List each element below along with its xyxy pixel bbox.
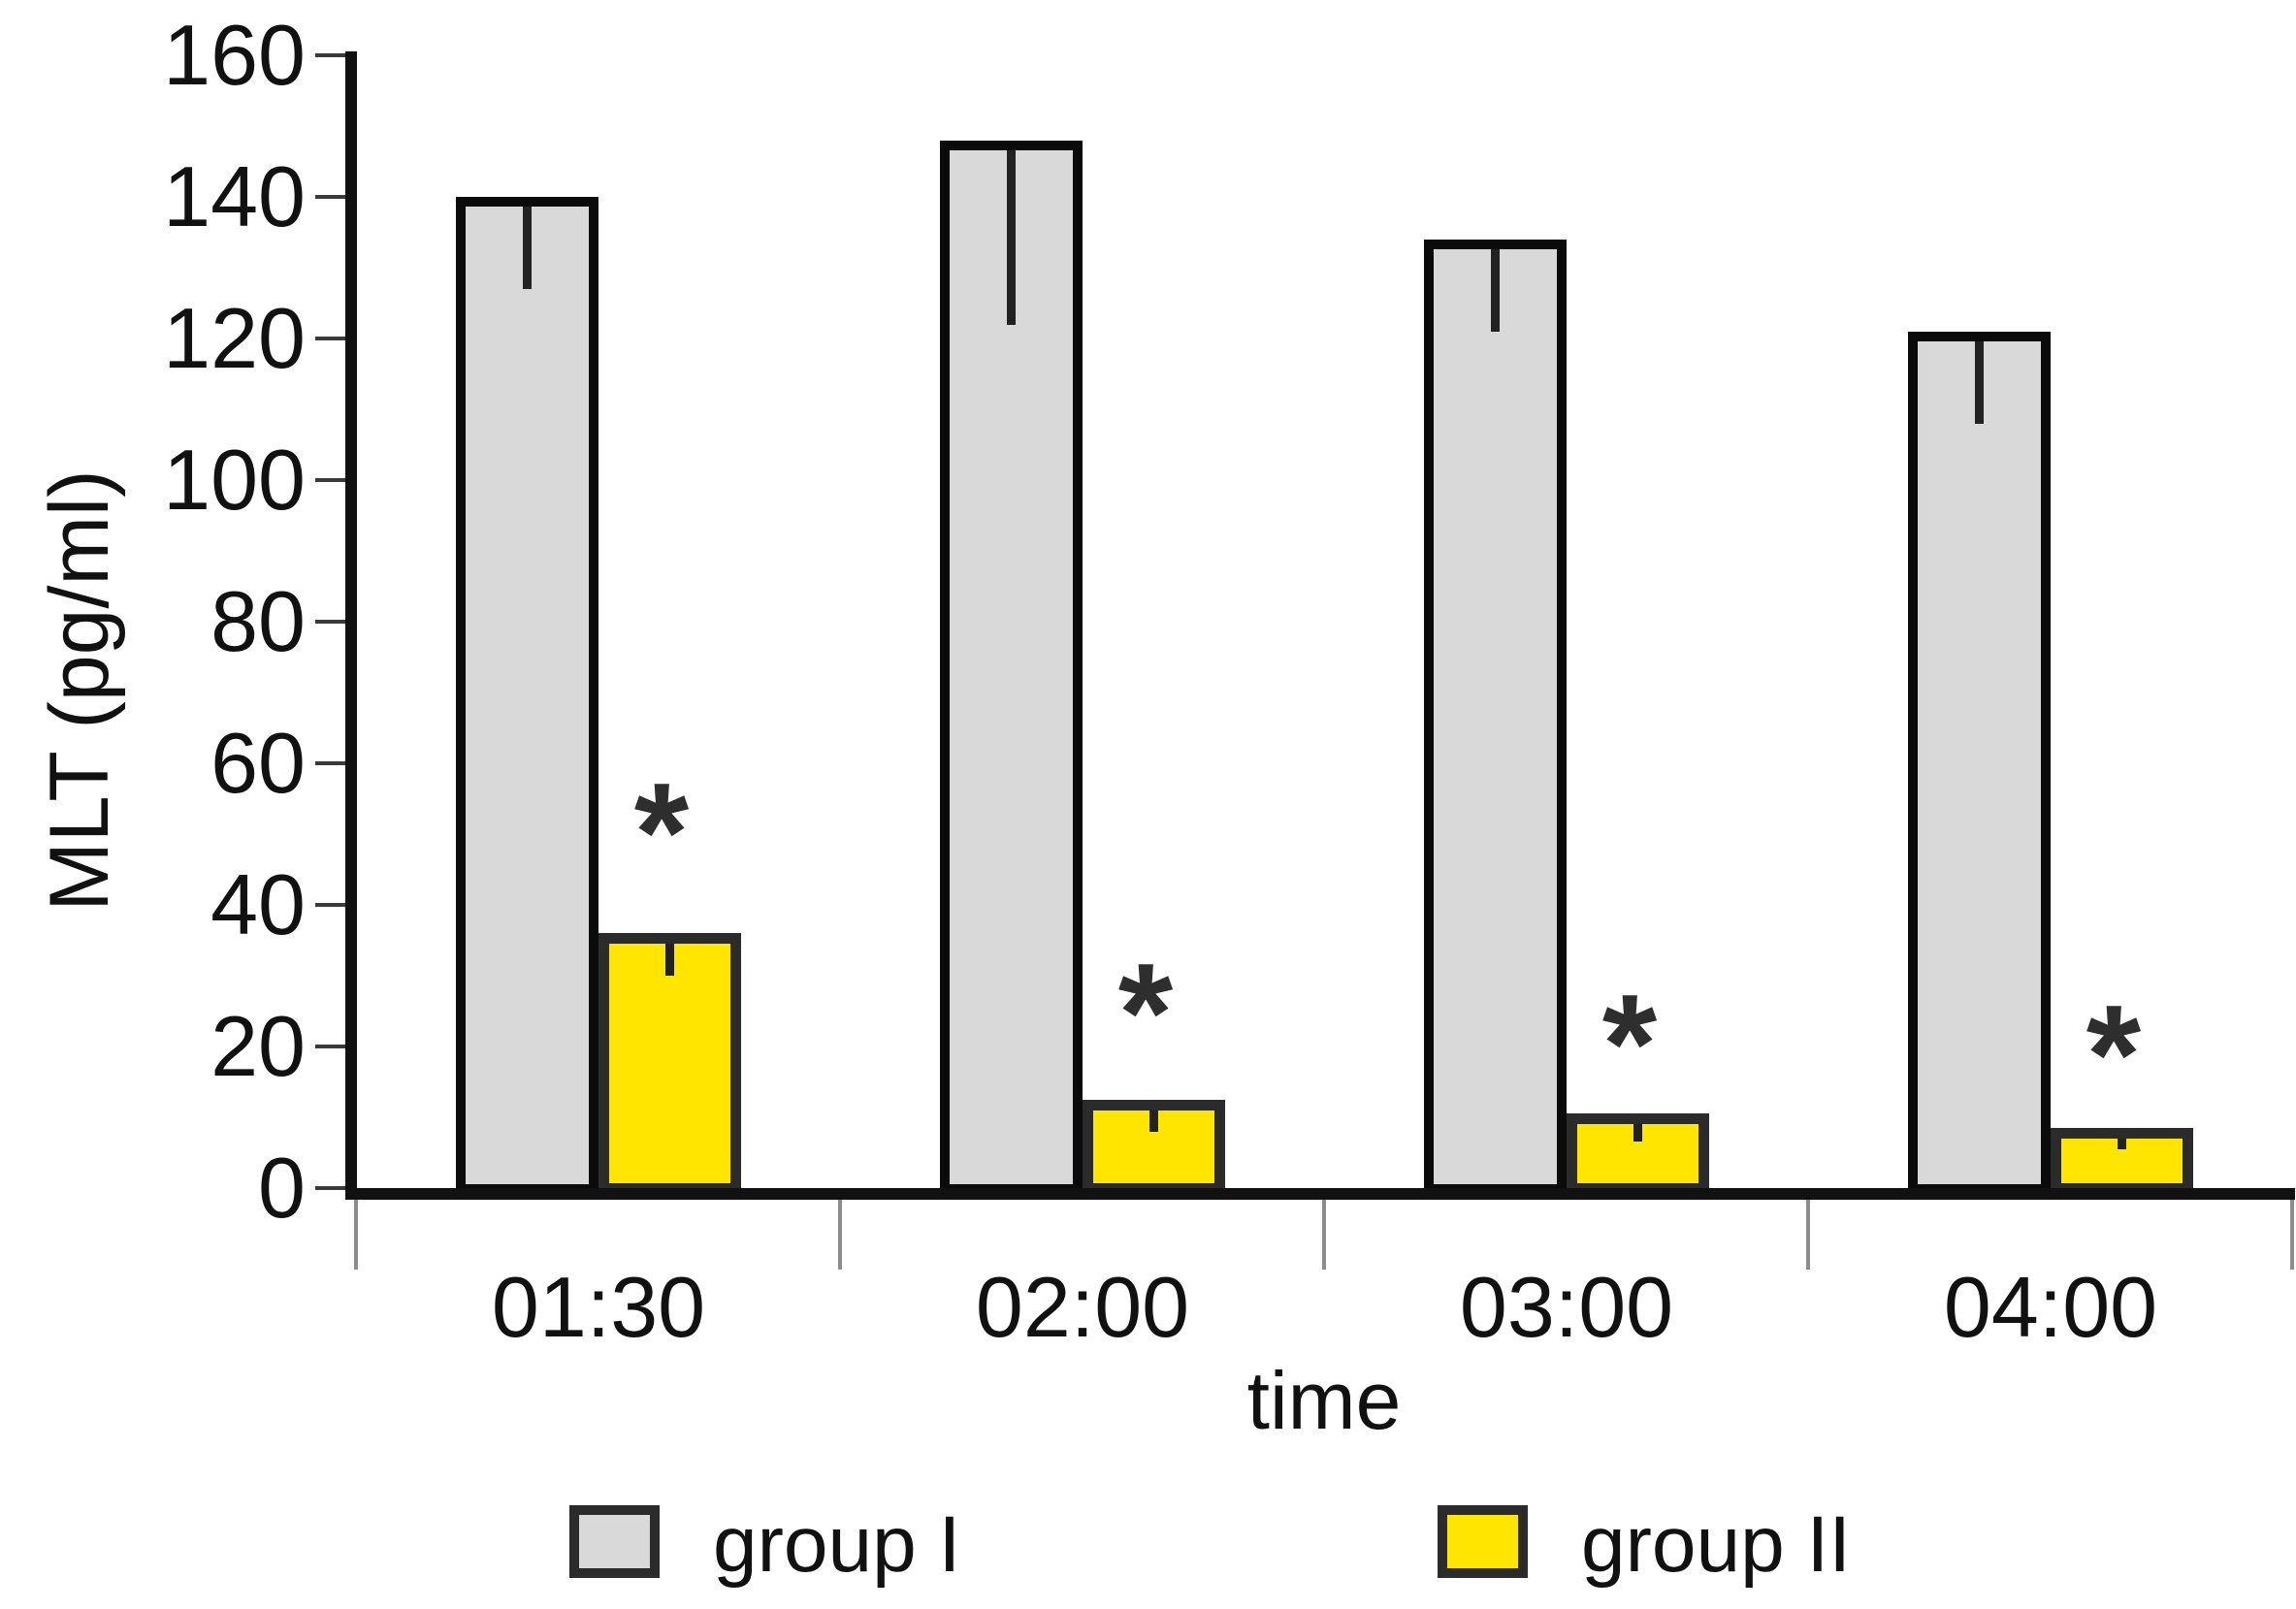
y-axis-tick-60 <box>315 761 346 765</box>
x-axis-tick-1 <box>838 1200 842 1270</box>
x-axis-tick-4 <box>2290 1200 2294 1270</box>
y-axis-tick-100 <box>315 478 346 482</box>
error-bar-groupI-02:00 <box>1007 150 1016 325</box>
significance-marker-02:00: * <box>1117 934 1174 1091</box>
bar-groupI-04:00 <box>1908 332 2051 1194</box>
error-bar-groupII-04:00 <box>2118 1139 2126 1149</box>
y-axis-tick-label-140: 140 <box>163 148 306 244</box>
x-axis-title: time <box>1246 1355 1402 1446</box>
y-axis-tick-80 <box>315 620 346 624</box>
y-axis-tick-160 <box>315 53 346 57</box>
y-axis-tick-label-160: 160 <box>163 7 306 103</box>
x-axis-category-label-03:00: 03:00 <box>1459 1259 1674 1355</box>
error-bar-groupI-01:30 <box>523 207 532 289</box>
error-bar-groupI-04:00 <box>1975 341 1984 424</box>
y-axis-tick-140 <box>315 195 346 199</box>
y-axis-tick-40 <box>315 903 346 907</box>
significance-marker-03:00: * <box>1601 965 1658 1122</box>
legend-label-group1: group I <box>713 1500 961 1589</box>
y-axis-tick-0 <box>315 1186 346 1190</box>
x-axis-category-label-02:00: 02:00 <box>975 1259 1190 1355</box>
y-axis-tick-120 <box>315 337 346 340</box>
y-axis-tick-label-20: 20 <box>210 998 306 1094</box>
x-axis-tick-2 <box>1322 1200 1326 1270</box>
significance-marker-01:30: * <box>633 754 690 911</box>
y-axis-tick-label-100: 100 <box>163 432 306 528</box>
error-bar-groupII-01:30 <box>665 944 674 976</box>
x-axis-line <box>345 1188 2295 1200</box>
y-axis-tick-label-120: 120 <box>163 290 306 386</box>
bar-groupI-03:00 <box>1424 240 1567 1194</box>
legend-swatch-group1 <box>569 1505 660 1578</box>
x-axis-tick-3 <box>1806 1200 1810 1270</box>
error-bar-groupII-02:00 <box>1149 1110 1158 1132</box>
error-bar-groupI-03:00 <box>1491 249 1500 332</box>
y-axis-tick-label-60: 60 <box>210 715 306 811</box>
y-axis-tick-label-40: 40 <box>210 856 306 952</box>
y-axis-tick-label-80: 80 <box>210 573 306 669</box>
legend-label-group2: group II <box>1581 1500 1852 1589</box>
y-axis-line <box>345 51 357 1200</box>
y-axis-tick-label-0: 0 <box>258 1140 306 1236</box>
legend-swatch-group2 <box>1438 1505 1528 1578</box>
x-axis-tick-0 <box>354 1200 358 1270</box>
y-axis-tick-20 <box>315 1045 346 1048</box>
x-axis-category-label-01:30: 01:30 <box>491 1259 706 1355</box>
x-axis-category-label-04:00: 04:00 <box>1943 1259 2158 1355</box>
error-bar-groupII-03:00 <box>1633 1124 1642 1142</box>
bar-groupII-01:30 <box>598 933 741 1194</box>
significance-marker-04:00: * <box>2086 976 2142 1133</box>
bar-groupI-01:30 <box>456 197 598 1194</box>
